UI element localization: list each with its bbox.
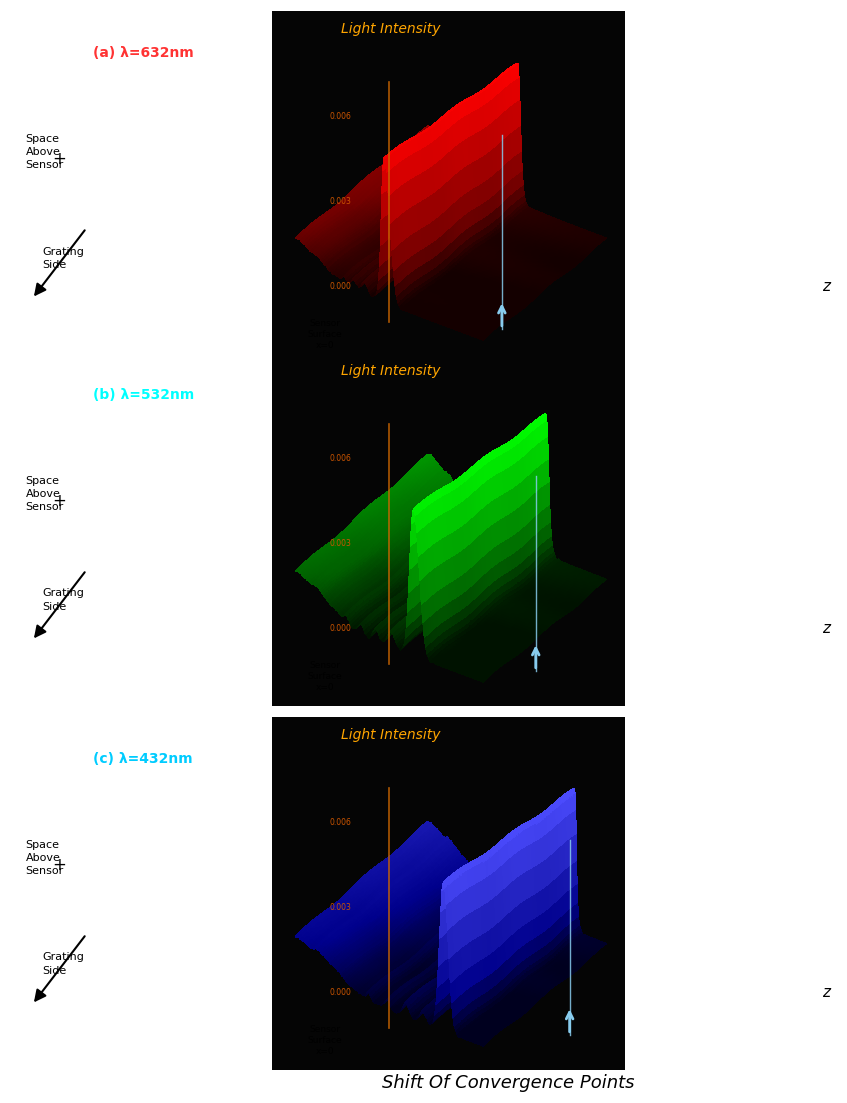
Text: 0.003: 0.003 <box>329 539 352 548</box>
Text: 0.003: 0.003 <box>329 197 352 206</box>
Text: +: + <box>53 856 66 875</box>
Text: 0.003: 0.003 <box>329 903 352 912</box>
Text: Grating
Side: Grating Side <box>42 952 84 976</box>
Text: Sensor
Surface
x=0: Sensor Surface x=0 <box>307 319 342 350</box>
Text: (c) λ=432nm: (c) λ=432nm <box>93 752 193 767</box>
Text: Space
Above
Sensor: Space Above Sensor <box>25 839 64 877</box>
Text: Space
Above
Sensor: Space Above Sensor <box>25 475 64 513</box>
Text: (b) λ=532nm: (b) λ=532nm <box>93 388 195 403</box>
Text: (a) λ=632nm: (a) λ=632nm <box>93 46 194 61</box>
Text: 0.000: 0.000 <box>329 282 352 291</box>
Text: +: + <box>53 150 66 169</box>
Text: Light Intensity: Light Intensity <box>340 364 440 377</box>
Text: Sensor
Surface
x=0: Sensor Surface x=0 <box>307 661 342 692</box>
Text: Space
Above
Sensor: Space Above Sensor <box>25 133 64 171</box>
Text: z: z <box>822 985 829 999</box>
Text: Grating
Side: Grating Side <box>42 588 84 612</box>
Text: 0.000: 0.000 <box>329 624 352 633</box>
Text: Sensor
Surface
x=0: Sensor Surface x=0 <box>307 1025 342 1056</box>
Text: +: + <box>53 492 66 511</box>
Text: Light Intensity: Light Intensity <box>340 22 440 35</box>
Text: 0.006: 0.006 <box>329 818 352 827</box>
Text: 0.006: 0.006 <box>329 454 352 463</box>
Text: z: z <box>822 279 829 293</box>
Text: 0.006: 0.006 <box>329 113 352 121</box>
Text: z: z <box>822 621 829 635</box>
Text: Light Intensity: Light Intensity <box>340 728 440 741</box>
Text: Shift Of Convergence Points: Shift Of Convergence Points <box>382 1074 634 1092</box>
Text: 0.000: 0.000 <box>329 988 352 997</box>
Text: Grating
Side: Grating Side <box>42 246 84 270</box>
